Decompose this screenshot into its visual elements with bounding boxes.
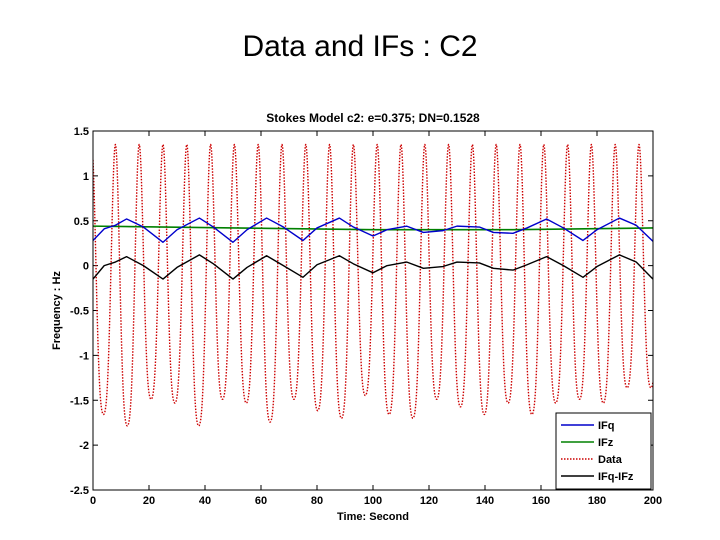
legend-label-ifq: IFq bbox=[598, 420, 615, 432]
y-tick-label: -2.5 bbox=[70, 485, 89, 497]
x-axis-label: Time: Second bbox=[337, 511, 409, 523]
y-tick-label: -0.5 bbox=[70, 306, 89, 318]
x-tick-label: 100 bbox=[364, 495, 382, 507]
slide-title: Data and IFs : C2 bbox=[242, 30, 478, 63]
x-tick-label: 140 bbox=[476, 495, 494, 507]
y-tick-label: 1 bbox=[83, 171, 89, 183]
y-tick-label: -1.5 bbox=[70, 395, 89, 407]
y-tick-label: 0 bbox=[83, 261, 89, 273]
series-ifq-ifz-line bbox=[93, 254, 653, 280]
y-tick-label: 1.5 bbox=[74, 126, 89, 138]
chart-title: Stokes Model c2: e=0.375; DN=0.1528 bbox=[266, 111, 480, 125]
y-tick-label: 0.5 bbox=[74, 216, 89, 228]
y-axis-label: Frequency : Hz bbox=[51, 271, 63, 350]
x-tick-label: 60 bbox=[255, 495, 267, 507]
x-tick-label: 180 bbox=[588, 495, 606, 507]
x-tick-label: 200 bbox=[644, 495, 662, 507]
x-tick-label: 160 bbox=[532, 495, 550, 507]
legend-label-data: Data bbox=[598, 454, 623, 466]
plot-frame bbox=[92, 130, 654, 491]
legend-label-ifq-ifz: IFq-IFz bbox=[598, 471, 634, 483]
legend-label-ifz: IFz bbox=[598, 437, 614, 449]
x-tick-label: 0 bbox=[90, 495, 96, 507]
y-tick-label: -1 bbox=[79, 350, 89, 362]
x-tick-label: 40 bbox=[199, 495, 211, 507]
series-ifq-line bbox=[93, 217, 653, 243]
x-tick-label: 80 bbox=[311, 495, 323, 507]
x-tick-label: 20 bbox=[143, 495, 155, 507]
x-tick-label: 120 bbox=[420, 495, 438, 507]
y-tick-label: -2 bbox=[79, 440, 89, 452]
series-ifz-line bbox=[93, 225, 653, 231]
series-data-line bbox=[93, 143, 653, 427]
